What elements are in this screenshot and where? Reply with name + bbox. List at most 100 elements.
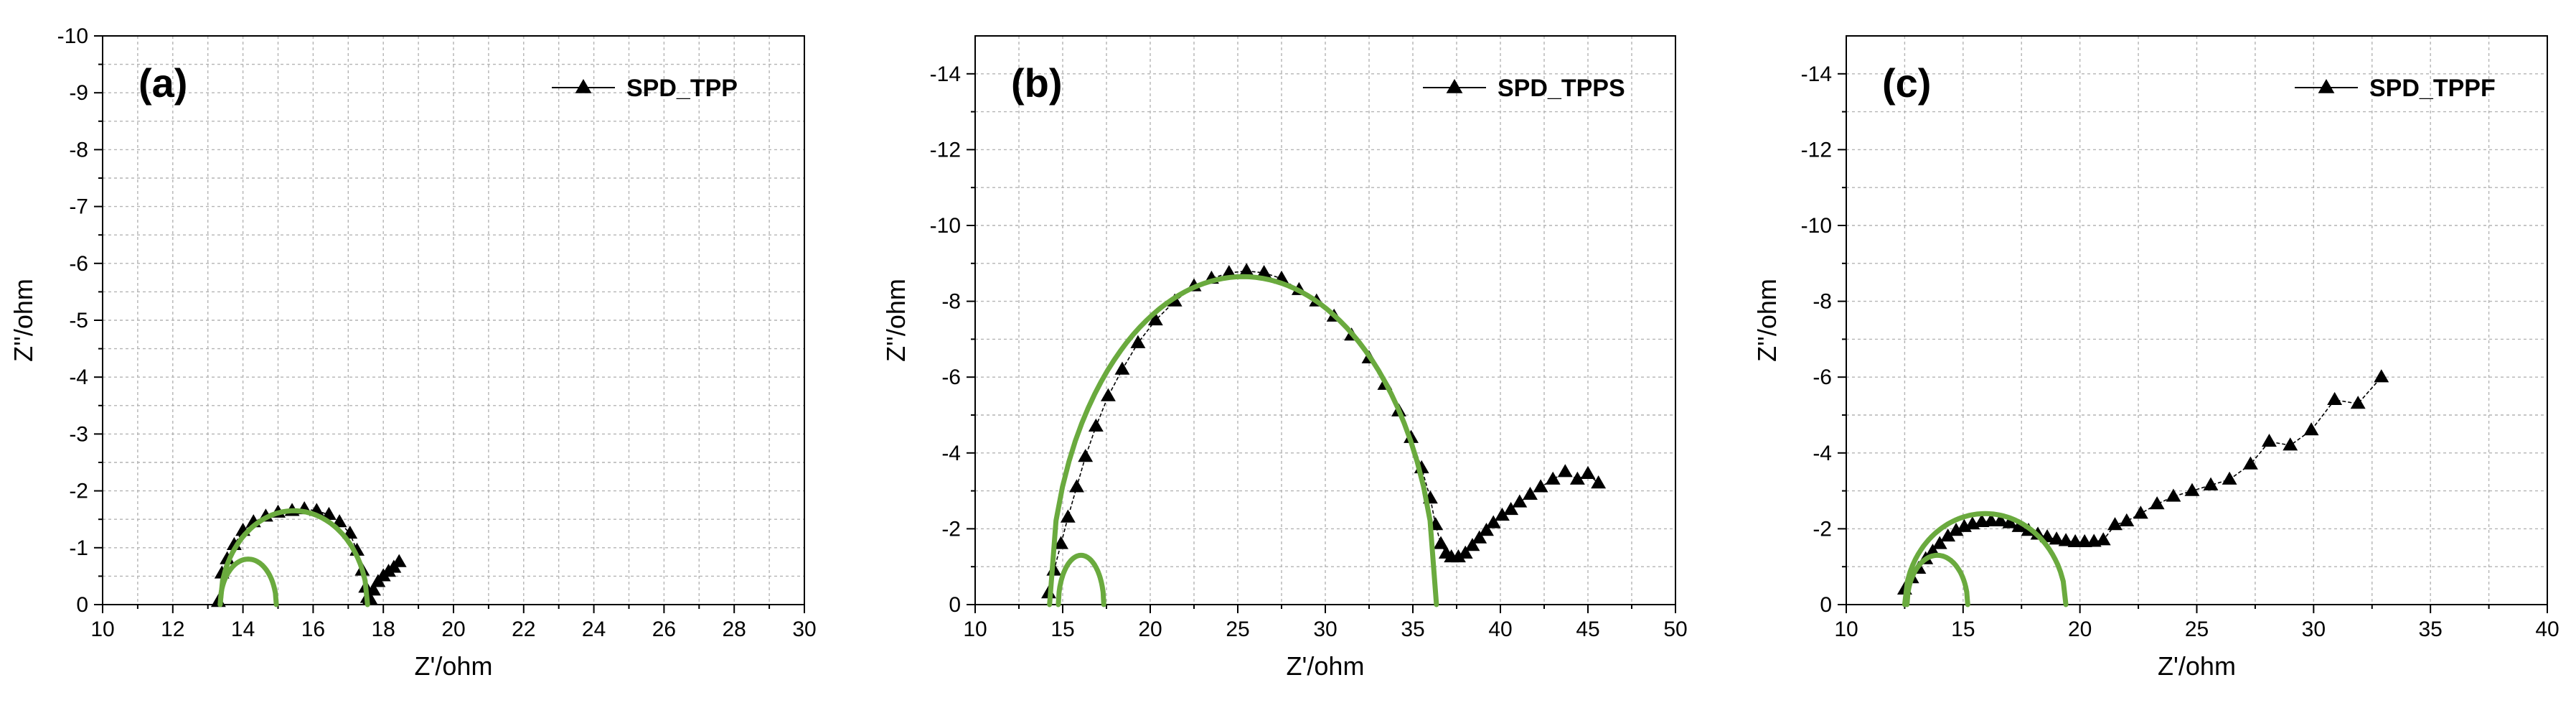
x-tick-label: 26 (652, 618, 676, 641)
data-point-marker (1465, 538, 1480, 551)
legend-marker (1446, 79, 1463, 93)
fit-curve (1902, 511, 2069, 607)
fit-curve (1056, 552, 1106, 607)
fit-curve (1047, 274, 1439, 607)
y-tick-label: -12 (930, 138, 961, 162)
data-point-marker (1533, 479, 1548, 493)
data-point-marker (2011, 518, 2027, 532)
x-tick-label: 20 (1138, 618, 1162, 641)
x-tick-label: 16 (301, 618, 325, 641)
data-point-marker (2107, 517, 2123, 531)
x-tick-label: 35 (2418, 618, 2442, 641)
data-point-marker (2374, 369, 2389, 383)
x-tick-label: 50 (1663, 618, 1687, 641)
x-tick-label: 15 (1951, 618, 1975, 641)
data-point-marker (2203, 477, 2219, 490)
y-tick-label: -8 (1813, 290, 1832, 314)
data-point-marker (366, 582, 381, 596)
x-tick-label: 14 (231, 618, 255, 641)
legend-label: SPD_TPPS (1498, 75, 1625, 102)
data-point-marker (1147, 312, 1163, 326)
y-tick-label: -6 (1813, 365, 1832, 389)
y-tick-label: -2 (941, 517, 961, 541)
x-tick-label: 30 (792, 618, 816, 641)
data-point-marker (1433, 536, 1449, 549)
legend-marker (2318, 79, 2335, 93)
data-point-marker (391, 554, 407, 567)
panel-label: (c) (1882, 60, 1931, 106)
y-tick-label: -8 (69, 138, 88, 162)
y-tick-label: -1 (69, 536, 88, 560)
data-point-marker (2242, 456, 2258, 470)
x-tick-label: 25 (1226, 618, 1249, 641)
data-point-marker (1472, 530, 1487, 544)
y-tick-label: -4 (69, 365, 88, 389)
y-axis-title: Z''/ohm (9, 279, 38, 362)
data-point-marker (2303, 422, 2319, 436)
data-point-marker (2327, 391, 2343, 406)
data-line (1904, 376, 2382, 590)
data-point-marker (1130, 335, 1146, 348)
y-axis-title: Z''/ohm (881, 279, 911, 362)
data-point-marker (1512, 494, 1528, 508)
data-point-marker (332, 514, 347, 528)
x-tick-label: 10 (1834, 618, 1858, 641)
data-point-marker (1523, 486, 1538, 500)
y-tick-label: -5 (69, 309, 88, 332)
data-point-marker (1457, 545, 1473, 559)
x-tick-label: 18 (372, 618, 395, 641)
data-point-marker (1545, 471, 1561, 485)
x-tick-label: 12 (161, 618, 184, 641)
data-point-marker (2058, 533, 2074, 546)
y-tick-label: -10 (1801, 214, 1832, 238)
x-tick-label: 30 (1313, 618, 1337, 641)
data-point-marker (1591, 475, 1607, 489)
data-point-marker (2283, 437, 2298, 451)
y-tick-label: -10 (57, 24, 88, 48)
data-point-marker (2184, 483, 2200, 496)
panel-c: 10 15 20 25 30 35 40 0 -2 -4 -6 -8 -10 -12 -14 Z'/ohm Z'… (1752, 35, 2559, 681)
legend-label: SPD_TPP (626, 75, 738, 102)
x-tick-label: 10 (963, 618, 987, 641)
y-tick-label: -14 (930, 62, 961, 86)
legend-marker (575, 79, 592, 93)
data-point-marker (1503, 502, 1519, 516)
y-axis-title: Z''/ohm (1752, 279, 1782, 362)
x-tick-label: 35 (1401, 618, 1424, 641)
data-point-marker (1238, 263, 1254, 276)
data-point-marker (1256, 265, 1272, 279)
x-axis-title: Z'/ohm (415, 651, 493, 681)
fit-curve (217, 508, 370, 607)
data-point-marker (1569, 471, 1585, 485)
x-tick-label: 25 (2185, 618, 2209, 641)
y-tick-label: -6 (69, 252, 88, 276)
x-tick-label: 28 (723, 618, 746, 641)
data-point-marker (1088, 418, 1104, 432)
x-tick-label: 40 (2535, 618, 2559, 641)
x-tick-label: 40 (1488, 618, 1512, 641)
y-tick-label: -3 (69, 422, 88, 446)
data-point-marker (1557, 464, 1573, 478)
y-tick-label: -4 (1813, 442, 1832, 465)
data-point-marker (2119, 513, 2135, 526)
y-tick-label: 0 (1820, 593, 1832, 617)
data-point-marker (2166, 488, 2181, 502)
y-tick-label: -2 (69, 480, 88, 503)
x-axis-title: Z'/ohm (1287, 651, 1365, 681)
y-tick-label: 0 (949, 593, 961, 617)
data-point-marker (1993, 513, 2008, 526)
data-point-marker (1932, 536, 1947, 549)
data-point-marker (1114, 361, 1130, 375)
data-point-marker (1494, 507, 1510, 521)
y-tick-label: -14 (1801, 62, 1832, 86)
data-point-marker (2262, 433, 2277, 447)
data-point-marker (2149, 496, 2165, 510)
data-point-marker (2350, 396, 2366, 409)
fit-curve (217, 556, 279, 607)
data-point-marker (1450, 549, 1466, 563)
y-tick-label: -6 (941, 365, 961, 389)
x-tick-label: 22 (512, 618, 535, 641)
data-point-marker (2095, 532, 2111, 546)
y-tick-label: -4 (941, 442, 961, 465)
